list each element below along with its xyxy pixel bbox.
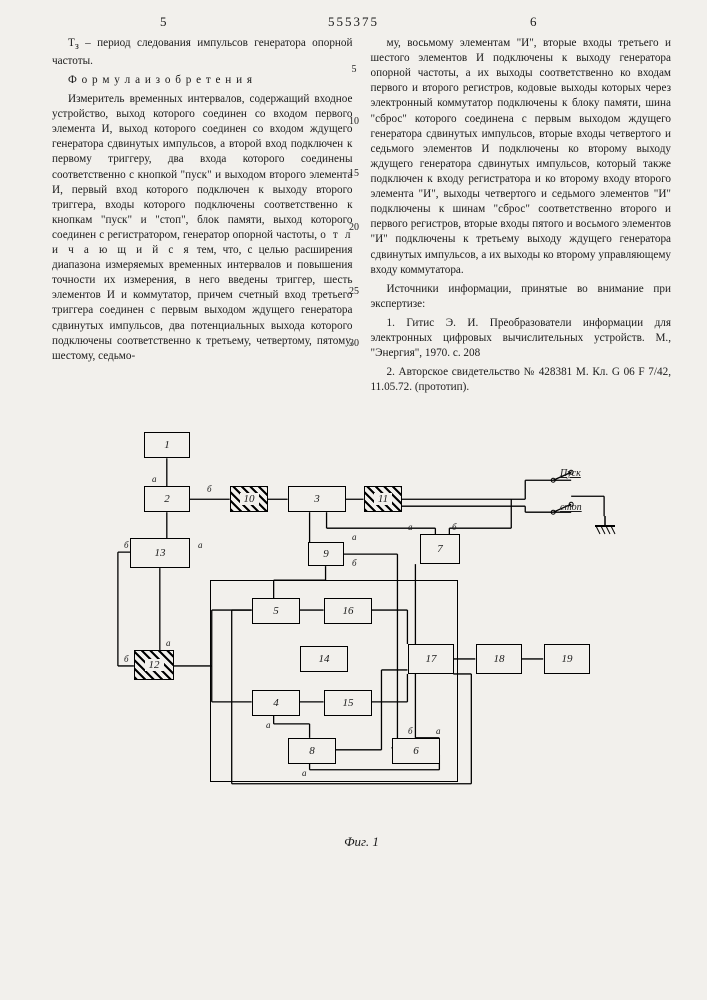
port-label: б bbox=[124, 540, 129, 550]
block-7: 7 bbox=[420, 534, 460, 564]
port-label: б bbox=[452, 522, 457, 532]
block-16: 16 bbox=[324, 598, 372, 624]
port-label: а bbox=[152, 474, 157, 484]
block-6: 6 bbox=[392, 738, 440, 764]
port-label: б bbox=[352, 558, 357, 568]
block-4: 4 bbox=[252, 690, 300, 716]
line-number: 5 bbox=[352, 64, 357, 75]
source-1: 1. Гитис Э. И. Преобразователи информаци… bbox=[371, 316, 672, 361]
claim-text: Измеритель временных интервалов, содержа… bbox=[52, 92, 353, 364]
port-label: а bbox=[166, 638, 171, 648]
right-column: му, восьмому элементам "И", вторые входы… bbox=[371, 36, 672, 400]
text-columns: Тз – период следования импульсов генерат… bbox=[52, 36, 671, 400]
block-2: 2 bbox=[144, 486, 190, 512]
column-number-right: 6 bbox=[530, 14, 537, 30]
formula-title: Ф о р м у л а и з о б р е т е н и я bbox=[52, 73, 353, 88]
source-2: 2. Авторское свидетельство № 428381 М. К… bbox=[371, 365, 672, 395]
block-15: 15 bbox=[324, 690, 372, 716]
port-label: а bbox=[352, 532, 357, 542]
stop-button-label: стоп bbox=[560, 502, 582, 513]
left-column: Тз – период следования импульсов генерат… bbox=[52, 36, 353, 400]
block-19: 19 bbox=[544, 644, 590, 674]
block-10: 10 bbox=[230, 486, 268, 512]
port-label: б bbox=[408, 726, 413, 736]
block-17: 17 bbox=[408, 644, 454, 674]
claim-continuation: му, восьмому элементам "И", вторые входы… bbox=[371, 36, 672, 278]
port-label: а bbox=[436, 726, 441, 736]
block-1: 1 bbox=[144, 432, 190, 458]
block-5: 5 bbox=[252, 598, 300, 624]
ground-icon bbox=[592, 516, 618, 546]
port-label: б bbox=[207, 484, 212, 494]
block-8: 8 bbox=[288, 738, 336, 764]
port-label: а bbox=[408, 522, 413, 532]
block-18: 18 bbox=[476, 644, 522, 674]
figure-1: 12345678910111213141516171819абабабабаба… bbox=[52, 420, 671, 850]
block-13: 13 bbox=[130, 538, 190, 568]
port-label: а bbox=[266, 720, 271, 730]
line-number: 15 bbox=[349, 168, 359, 179]
port-label: б bbox=[124, 654, 129, 664]
figure-caption: Фиг. 1 bbox=[52, 834, 671, 850]
port-label: а bbox=[302, 768, 307, 778]
block-14: 14 bbox=[300, 646, 348, 672]
patent-page: 555375 5 6 51015202530 Тз – период следо… bbox=[0, 0, 707, 1000]
line-number: 25 bbox=[349, 286, 359, 297]
port-label: а bbox=[198, 540, 203, 550]
line-number: 10 bbox=[349, 116, 359, 127]
definition-line: Тз – период следования импульсов генерат… bbox=[52, 36, 353, 69]
column-number-left: 5 bbox=[160, 14, 167, 30]
block-9: 9 bbox=[308, 542, 344, 566]
sources-title: Источники информации, принятые во вниман… bbox=[371, 282, 672, 312]
start-button-label: Пуск bbox=[560, 468, 581, 479]
patent-number: 555375 bbox=[0, 14, 707, 30]
line-number: 20 bbox=[349, 222, 359, 233]
block-3: 3 bbox=[288, 486, 346, 512]
block-12: 12 bbox=[134, 650, 174, 680]
line-number: 30 bbox=[349, 338, 359, 349]
block-11: 11 bbox=[364, 486, 402, 512]
